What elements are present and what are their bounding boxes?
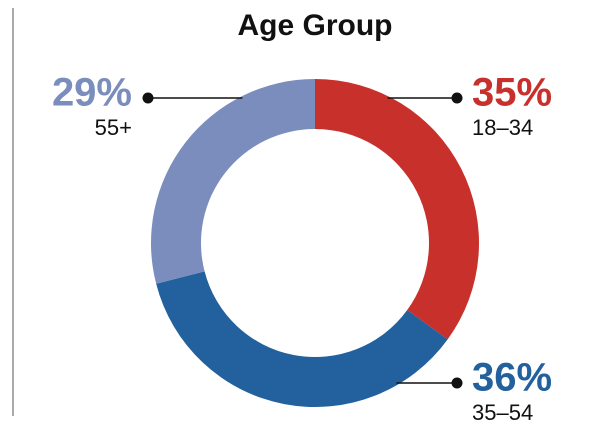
- leader-dot: [142, 92, 154, 104]
- leader-dot: [451, 377, 463, 389]
- category-label: 55+: [95, 115, 132, 140]
- slice: [151, 79, 315, 284]
- category-label: 35–54: [472, 400, 533, 423]
- value-label: 29%: [52, 71, 132, 115]
- category-label: 18–34: [472, 115, 533, 140]
- slice: [156, 271, 448, 407]
- value-label: 36%: [472, 356, 552, 400]
- slice: [315, 79, 479, 340]
- chart-title: Age Group: [238, 9, 393, 42]
- value-label: 35%: [472, 71, 552, 115]
- leader-dot: [451, 92, 463, 104]
